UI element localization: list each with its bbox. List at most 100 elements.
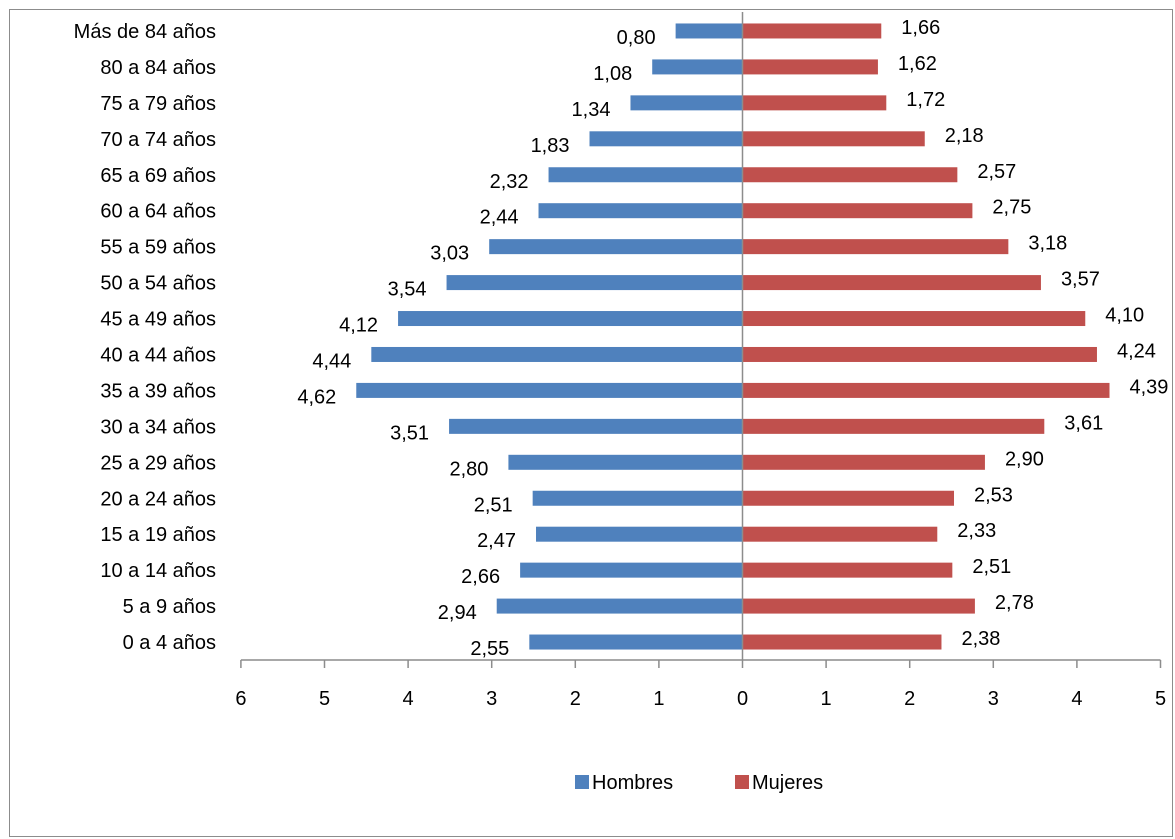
mujeres-value-label: 3,18 — [1028, 233, 1067, 255]
mujeres-bar — [742, 203, 973, 219]
hombres-bar — [630, 95, 743, 111]
hombres-value-label: 2,32 — [490, 171, 529, 193]
x-tick-label: 2 — [904, 688, 915, 710]
category-label: 65 a 69 años — [100, 165, 216, 187]
hombres-legend-swatch — [575, 775, 589, 789]
mujeres-value-label: 2,78 — [995, 592, 1034, 614]
x-tick-label: 3 — [486, 688, 497, 710]
mujeres-bar — [742, 598, 975, 614]
mujeres-bar — [742, 311, 1086, 327]
mujeres-value-label: 1,62 — [898, 53, 937, 75]
mujeres-value-label: 4,39 — [1130, 376, 1169, 398]
hombres-value-label: 2,66 — [461, 566, 500, 588]
mujeres-bar — [742, 95, 887, 111]
category-label: 50 a 54 años — [100, 273, 216, 295]
x-tick-label: 1 — [653, 688, 664, 710]
hombres-legend-label: Hombres — [592, 772, 673, 794]
mujeres-value-label: 3,61 — [1064, 412, 1103, 434]
mujeres-value-label: 2,51 — [972, 556, 1011, 578]
hombres-bar — [371, 346, 743, 362]
mujeres-value-label: 3,57 — [1061, 269, 1100, 291]
x-tick-label: 4 — [1071, 688, 1082, 710]
mujeres-bar — [742, 167, 958, 183]
x-tick-label: 0 — [737, 688, 748, 710]
x-tick-label: 6 — [235, 688, 246, 710]
hombres-bar — [356, 382, 743, 398]
mujeres-value-label: 4,24 — [1117, 340, 1156, 362]
hombres-value-label: 1,08 — [593, 63, 632, 85]
mujeres-bar — [742, 562, 953, 578]
category-label: 45 a 49 años — [100, 309, 216, 331]
hombres-value-label: 4,12 — [339, 315, 378, 337]
mujeres-bar — [742, 131, 925, 147]
hombres-value-label: 1,83 — [531, 135, 570, 157]
hombres-bar — [446, 275, 743, 291]
hombres-value-label: 0,80 — [617, 27, 656, 49]
mujeres-value-label: 2,18 — [945, 125, 984, 147]
category-label: 30 a 34 años — [100, 416, 216, 438]
mujeres-bar — [742, 275, 1041, 291]
mujeres-value-label: 1,72 — [906, 89, 945, 111]
category-label: 10 a 14 años — [100, 560, 216, 582]
mujeres-value-label: 2,53 — [974, 484, 1013, 506]
hombres-bar — [508, 454, 743, 470]
hombres-value-label: 2,44 — [480, 207, 519, 229]
mujeres-value-label: 1,66 — [901, 17, 940, 39]
mujeres-legend-label: Mujeres — [752, 772, 823, 794]
hombres-bar — [489, 239, 743, 255]
x-tick-label: 5 — [319, 688, 330, 710]
hombres-bar — [520, 562, 743, 578]
labels-layer: Más de 84 años 0,80 1,66 80 a 84 años 1,08 1,… — [74, 17, 1169, 660]
bars-layer — [356, 23, 1110, 650]
hombres-value-label: 2,80 — [449, 458, 488, 480]
mujeres-value-label: 2,75 — [992, 197, 1031, 219]
x-tick-label: 3 — [988, 688, 999, 710]
hombres-bar — [538, 203, 743, 219]
category-label: 70 a 74 años — [100, 129, 216, 151]
hombres-bar — [652, 59, 743, 75]
hombres-bar — [449, 418, 743, 434]
mujeres-legend-swatch — [735, 775, 749, 789]
hombres-bar — [536, 526, 743, 542]
hombres-bar — [398, 311, 743, 327]
hombres-bar — [532, 490, 743, 506]
mujeres-bar — [742, 59, 878, 75]
hombres-value-label: 2,47 — [477, 530, 516, 552]
category-label: Más de 84 años — [74, 21, 216, 43]
hombres-bar — [496, 598, 743, 614]
mujeres-value-label: 2,33 — [957, 520, 996, 542]
mujeres-bar — [742, 634, 942, 650]
category-label: 0 a 4 años — [123, 632, 216, 654]
hombres-value-label: 3,03 — [430, 243, 469, 265]
axis-layer: 6 5 4 3 2 1 0 1 2 3 4 5 — [235, 12, 1166, 710]
x-tick-label: 4 — [403, 688, 414, 710]
category-label: 20 a 24 años — [100, 488, 216, 510]
mujeres-bar — [742, 454, 985, 470]
category-label: 80 a 84 años — [100, 57, 216, 79]
mujeres-bar — [742, 490, 955, 506]
hombres-value-label: 2,55 — [470, 638, 509, 660]
category-label: 25 a 29 años — [100, 452, 216, 474]
category-label: 15 a 19 años — [100, 524, 216, 546]
category-label: 60 a 64 años — [100, 201, 216, 223]
hombres-bar — [548, 167, 743, 183]
mujeres-bar — [742, 418, 1045, 434]
mujeres-bar — [742, 239, 1009, 255]
category-label: 55 a 59 años — [100, 237, 216, 259]
x-tick-label: 1 — [821, 688, 832, 710]
mujeres-value-label: 2,57 — [977, 161, 1016, 183]
hombres-value-label: 4,62 — [297, 386, 336, 408]
mujeres-value-label: 2,90 — [1005, 448, 1044, 470]
legend: Hombres Mujeres — [575, 772, 823, 794]
mujeres-value-label: 4,10 — [1105, 305, 1144, 327]
hombres-value-label: 2,51 — [474, 494, 513, 516]
mujeres-bar — [742, 346, 1097, 362]
hombres-value-label: 1,34 — [572, 99, 611, 121]
x-tick-label: 5 — [1155, 688, 1166, 710]
x-tick-label: 2 — [570, 688, 581, 710]
hombres-bar — [529, 634, 743, 650]
hombres-bar — [675, 23, 743, 39]
mujeres-value-label: 2,38 — [961, 628, 1000, 650]
mujeres-bar — [742, 526, 938, 542]
